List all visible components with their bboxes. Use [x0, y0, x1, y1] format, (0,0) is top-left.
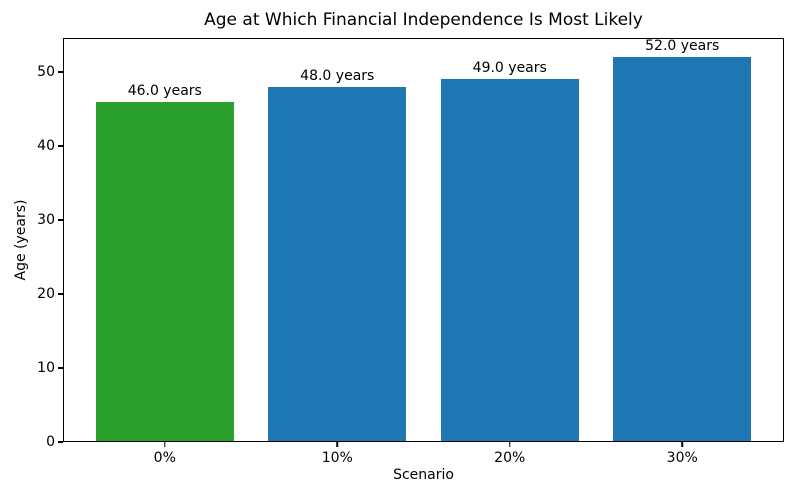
x-tick-mark	[164, 442, 166, 447]
bar-value-label: 48.0 years	[300, 67, 375, 84]
x-tick-label: 10%	[321, 450, 353, 466]
x-tick-mark	[681, 442, 683, 447]
bar-value-label: 46.0 years	[127, 82, 202, 99]
y-tick-label: 40	[37, 138, 55, 155]
y-tick-mark	[58, 293, 63, 295]
bar-value-label: 49.0 years	[472, 60, 547, 77]
y-tick-mark	[58, 71, 63, 73]
x-tick-label: 30%	[666, 450, 698, 466]
y-tick-label: 0	[46, 434, 55, 450]
bar-20%	[440, 79, 579, 442]
x-tick-label: 20%	[494, 450, 526, 466]
bar-10%	[268, 86, 407, 442]
bar-value-label: 52.0 years	[645, 38, 720, 55]
y-tick-label: 20	[37, 286, 55, 302]
y-tick-mark	[58, 219, 63, 221]
y-tick-label: 50	[37, 64, 55, 81]
y-tick-mark	[58, 367, 63, 369]
y-tick-mark	[58, 441, 63, 443]
y-tick-mark	[58, 145, 63, 147]
x-tick-label: 0%	[153, 450, 176, 466]
x-tick-mark	[336, 442, 338, 447]
y-tick-label: 30	[37, 212, 55, 229]
x-tick-mark	[508, 442, 511, 447]
bar-30%	[613, 57, 752, 442]
x-axis-label: Scenario	[393, 467, 454, 483]
plot-area: 46.0 years 48.0 years 49.0 years 52.0 years	[63, 38, 784, 442]
y-tick-label: 10	[37, 360, 55, 376]
bar-0%	[95, 101, 234, 442]
chart-title: Age at Which Financial Independence Is M…	[204, 10, 643, 30]
